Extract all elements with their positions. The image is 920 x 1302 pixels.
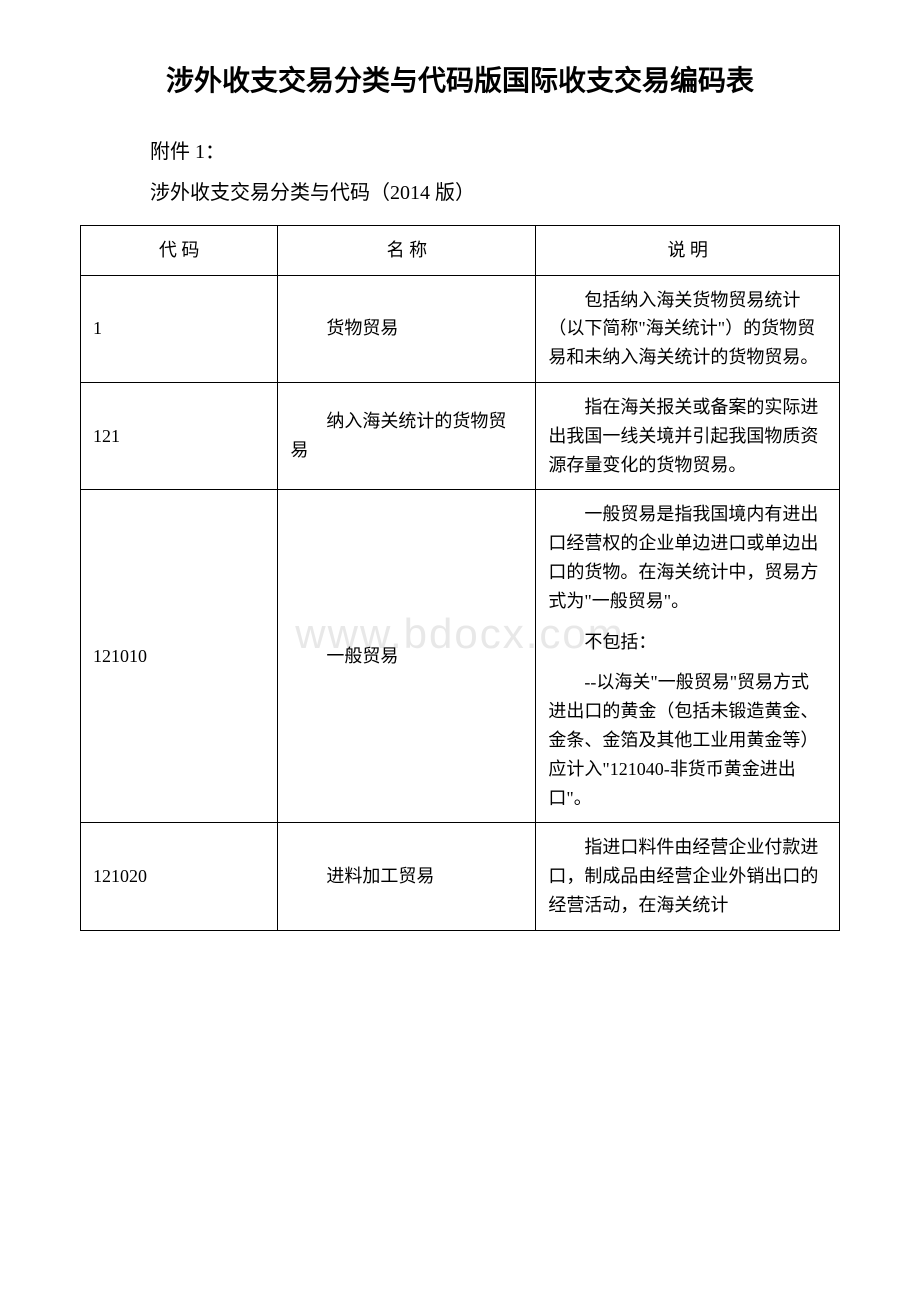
attachment-label: 附件 1： — [80, 135, 840, 164]
cell-name: 纳入海关统计的货物贸易 — [278, 382, 536, 489]
cell-code: 121020 — [81, 823, 278, 930]
table-row: 121010 一般贸易 一般贸易是指我国境内有进出口经营权的企业单边进口或单边出… — [81, 490, 840, 823]
cell-code: 121 — [81, 382, 278, 489]
cell-name: 货物贸易 — [278, 275, 536, 382]
document-subtitle: 涉外收支交易分类与代码（2014 版） — [80, 176, 840, 205]
header-description: 说 明 — [536, 225, 840, 275]
cell-description: 指进口料件由经营企业付款进口，制成品由经营企业外销出口的经营活动，在海关统计 — [536, 823, 840, 930]
cell-code: 1 — [81, 275, 278, 382]
header-name: 名 称 — [278, 225, 536, 275]
cell-name: 进料加工贸易 — [278, 823, 536, 930]
code-table: 代 码 名 称 说 明 1 货物贸易 包括纳入海关货物贸易统计（以下简称"海关统… — [80, 225, 840, 931]
table-row: 121020 进料加工贸易 指进口料件由经营企业付款进口，制成品由经营企业外销出… — [81, 823, 840, 930]
desc-paragraph: 一般贸易是指我国境内有进出口经营权的企业单边进口或单边出口的货物。在海关统计中，… — [548, 500, 827, 615]
table-row: 121 纳入海关统计的货物贸易 指在海关报关或备案的实际进出我国一线关境并引起我… — [81, 382, 840, 489]
header-code: 代 码 — [81, 225, 278, 275]
desc-paragraph: --以海关"一般贸易"贸易方式进出口的黄金（包括未锻造黄金、金条、金箔及其他工业… — [548, 668, 827, 812]
cell-description: 包括纳入海关货物贸易统计（以下简称"海关统计"）的货物贸易和未纳入海关统计的货物… — [536, 275, 840, 382]
cell-code: 121010 — [81, 490, 278, 823]
document-title: 涉外收支交易分类与代码版国际收支交易编码表 — [80, 60, 840, 105]
desc-paragraph: 包括纳入海关货物贸易统计（以下简称"海关统计"）的货物贸易和未纳入海关统计的货物… — [548, 286, 827, 372]
desc-paragraph: 指在海关报关或备案的实际进出我国一线关境并引起我国物质资源存量变化的货物贸易。 — [548, 393, 827, 479]
cell-description: 指在海关报关或备案的实际进出我国一线关境并引起我国物质资源存量变化的货物贸易。 — [536, 382, 840, 489]
cell-description: 一般贸易是指我国境内有进出口经营权的企业单边进口或单边出口的货物。在海关统计中，… — [536, 490, 840, 823]
page-wrapper: www.bdocx.com 涉外收支交易分类与代码版国际收支交易编码表 附件 1… — [80, 60, 840, 931]
desc-paragraph: 指进口料件由经营企业付款进口，制成品由经营企业外销出口的经营活动，在海关统计 — [548, 833, 827, 919]
table-header-row: 代 码 名 称 说 明 — [81, 225, 840, 275]
cell-name: 一般贸易 — [278, 490, 536, 823]
table-row: 1 货物贸易 包括纳入海关货物贸易统计（以下简称"海关统计"）的货物贸易和未纳入… — [81, 275, 840, 382]
desc-paragraph: 不包括： — [548, 628, 827, 657]
